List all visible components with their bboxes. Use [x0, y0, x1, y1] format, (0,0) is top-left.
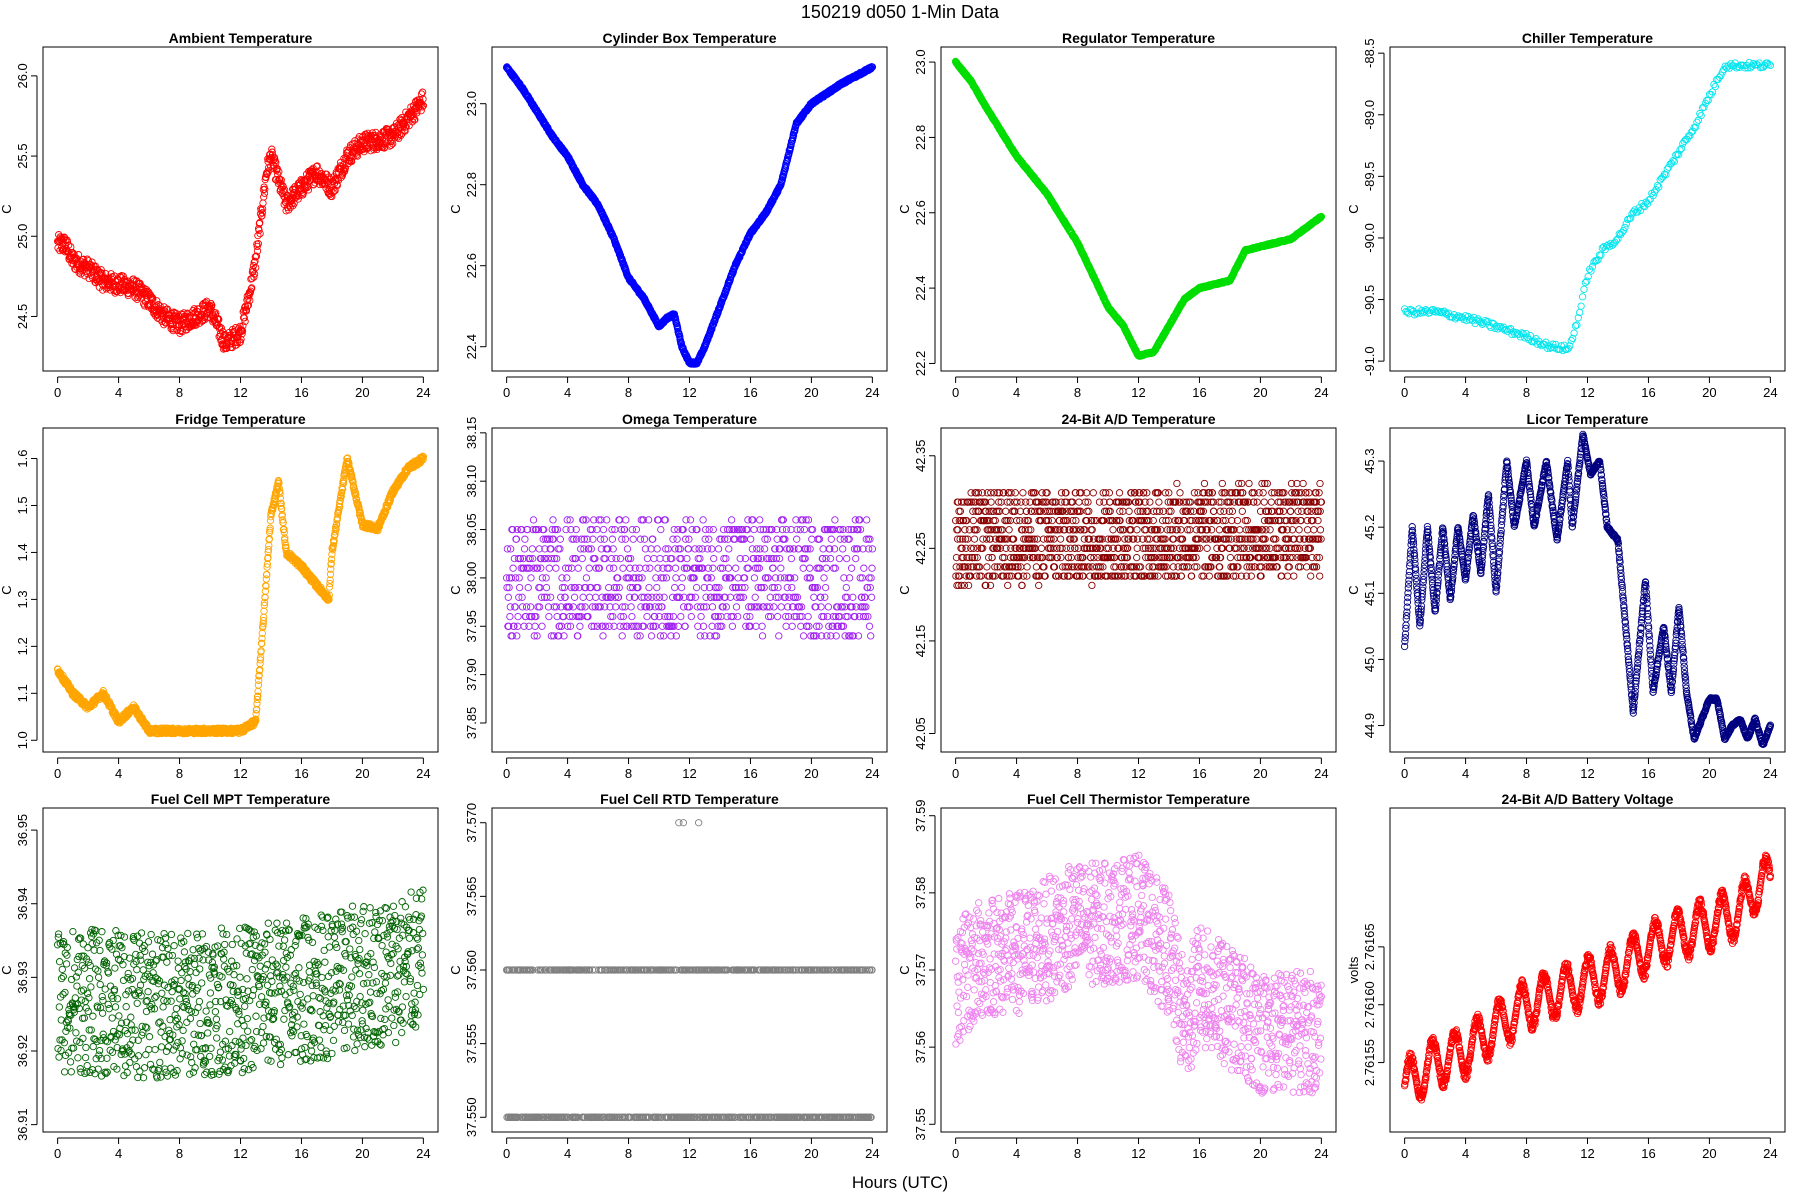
- chart-title: Chiller Temperature: [1522, 30, 1653, 46]
- plot-frame: [43, 47, 438, 371]
- panel-grid: Ambient Temperature 0 4 8 12 16 20 24 24.5 25.0 25…: [0, 30, 1785, 1161]
- x-axis: 0 4 8 12 16 20 24: [54, 377, 431, 400]
- x-tick-label: 20: [1253, 385, 1267, 400]
- y-axis: 22.2 22.4 22.6 22.8 23.0: [913, 49, 935, 376]
- y-tick-label: 22.4: [913, 275, 928, 300]
- data-points: [1401, 59, 1773, 353]
- x-tick-label: 24: [1314, 385, 1328, 400]
- y-axis: 22.4 22.6 22.8 23.0: [464, 91, 486, 359]
- plot-frame: [1390, 47, 1785, 371]
- y-tick-label: -89.5: [1362, 162, 1377, 192]
- y-tick-label: -89.0: [1362, 100, 1377, 130]
- data-point: [1712, 83, 1718, 89]
- data-point: [1695, 117, 1701, 123]
- y-tick-label: 22.8: [913, 125, 928, 150]
- y-tick-label: -91.0: [1362, 346, 1377, 376]
- data-points: [952, 58, 1324, 359]
- chart-panel: Ambient Temperature 0 4 8 12 16 20 24 24.5 25.0 25…: [0, 30, 438, 400]
- y-tick-label: 22.4: [464, 334, 479, 359]
- x-tick-label: 8: [176, 385, 183, 400]
- data-point: [260, 200, 266, 206]
- x-tick-label: 12: [1131, 385, 1145, 400]
- x-tick-label: 20: [804, 385, 818, 400]
- data-point: [264, 571, 270, 577]
- data-point: [1582, 279, 1588, 285]
- y-tick-label: 23.0: [913, 49, 928, 74]
- data-point: [419, 89, 425, 95]
- data-point: [262, 594, 268, 600]
- x-tick-label: 12: [682, 385, 696, 400]
- data-point: [1698, 112, 1704, 118]
- y-axis-label: C: [897, 204, 912, 213]
- x-tick-label: 16: [743, 385, 757, 400]
- chart-title: Fridge Temperature: [175, 411, 306, 427]
- x-tick-label: 8: [1074, 385, 1081, 400]
- plot-frame: [941, 47, 1336, 371]
- chart-panel: Regulator Temperature 0 4 8 12 16 20 24 22.2 22.4…: [897, 30, 1336, 400]
- y-axis-label: C: [0, 204, 14, 213]
- data-point: [1588, 268, 1594, 274]
- x-tick-label: 24: [865, 385, 879, 400]
- data-points: [503, 64, 875, 368]
- x-tick-label: 24: [1763, 385, 1777, 400]
- y-tick-label: -90.5: [1362, 285, 1377, 315]
- y-tick-label: 24.5: [15, 304, 30, 329]
- chart-title: Cylinder Box Temperature: [602, 30, 776, 46]
- x-tick-label: 0: [1401, 385, 1408, 400]
- figure-title: 150219 d050 1-Min Data: [801, 2, 1000, 22]
- x-tick-label: 20: [1702, 385, 1716, 400]
- chart-panel: Chiller Temperature 0 4 8 12 16 20 24 -91.0 -90.5…: [1346, 30, 1785, 400]
- x-tick-label: 4: [115, 385, 122, 400]
- x-tick-label: 8: [1523, 385, 1530, 400]
- data-point: [1579, 294, 1585, 300]
- x-tick-label: 20: [355, 385, 369, 400]
- y-axis-label: C: [448, 204, 463, 213]
- y-tick-label: 22.8: [464, 172, 479, 197]
- chart-title: Ambient Temperature: [169, 30, 313, 46]
- x-tick-label: 4: [1013, 385, 1020, 400]
- y-tick-label: 22.2: [913, 351, 928, 376]
- x-tick-label: 4: [1462, 385, 1469, 400]
- x-axis: 0 4 8 12 16 20 24: [503, 377, 880, 400]
- data-point: [1578, 303, 1584, 309]
- x-tick-label: 16: [1641, 385, 1655, 400]
- y-tick-label: -90.0: [1362, 223, 1377, 253]
- y-tick-label: 23.0: [464, 91, 479, 116]
- x-tick-label: 16: [294, 385, 308, 400]
- x-tick-label: 12: [1580, 385, 1594, 400]
- data-points: [54, 453, 426, 737]
- y-tick-label: 25.0: [15, 224, 30, 249]
- x-axis: 0 4 8 12 16 20 24: [952, 377, 1329, 400]
- figure: 150219 d050 1-Min Data Hours (UTC) Ambie…: [0, 0, 1800, 1200]
- x-tick-label: 4: [564, 385, 571, 400]
- y-axis: 24.5 25.0 25.5 26.0: [15, 63, 37, 329]
- x-tick-label: 12: [233, 385, 247, 400]
- x-axis: 0 4 8 12 16 20 24: [1401, 377, 1778, 400]
- x-tick-label: 0: [503, 385, 510, 400]
- y-tick-label: 22.6: [913, 200, 928, 225]
- y-tick-label: -88.5: [1362, 38, 1377, 68]
- x-tick-label: 24: [416, 385, 430, 400]
- chart-title: Regulator Temperature: [1062, 30, 1215, 46]
- y-axis-label: C: [1346, 204, 1361, 213]
- data-point: [1623, 221, 1629, 227]
- data-points: [54, 89, 426, 352]
- y-tick-label: 22.6: [464, 253, 479, 278]
- y-axis: -91.0 -90.5 -90.0 -89.5 -89.0 -88.5: [1362, 38, 1384, 376]
- data-point: [261, 608, 267, 614]
- figure-x-label: Hours (UTC): [852, 1173, 948, 1192]
- y-tick-label: 26.0: [15, 63, 30, 88]
- data-point: [1581, 286, 1587, 292]
- x-tick-label: 0: [54, 385, 61, 400]
- y-tick-label: 25.5: [15, 143, 30, 168]
- x-tick-label: 8: [625, 385, 632, 400]
- x-tick-label: 0: [952, 385, 959, 400]
- x-tick-label: 16: [1192, 385, 1206, 400]
